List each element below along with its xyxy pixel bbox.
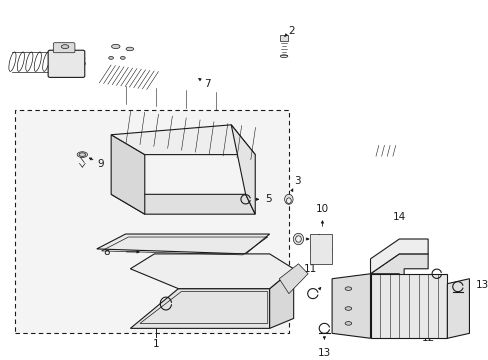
Polygon shape [370,254,427,284]
Text: 15: 15 [435,293,448,303]
Ellipse shape [286,198,291,203]
FancyBboxPatch shape [53,43,75,53]
Polygon shape [130,289,269,328]
Polygon shape [370,239,427,274]
Polygon shape [331,274,370,338]
Text: 5: 5 [264,194,271,204]
FancyBboxPatch shape [280,35,287,41]
Text: 13: 13 [475,280,488,290]
Text: 14: 14 [392,212,405,222]
Polygon shape [269,269,293,328]
Bar [15,110,288,333]
Text: 7: 7 [203,78,210,89]
Text: 16: 16 [74,58,87,68]
FancyBboxPatch shape [48,50,84,77]
Ellipse shape [79,153,85,156]
Polygon shape [309,234,331,264]
Ellipse shape [295,236,301,242]
Polygon shape [130,254,293,289]
Text: 12: 12 [421,333,434,343]
Text: 3: 3 [293,176,300,186]
Ellipse shape [293,233,303,245]
Ellipse shape [280,55,287,58]
Ellipse shape [126,47,133,51]
Text: 4: 4 [314,234,321,244]
Text: 9: 9 [98,158,104,168]
Polygon shape [231,125,255,214]
Ellipse shape [108,57,113,59]
Polygon shape [97,234,269,254]
Ellipse shape [61,45,69,49]
Polygon shape [111,135,144,214]
Polygon shape [111,125,255,154]
Ellipse shape [284,194,292,204]
Ellipse shape [77,152,87,157]
Ellipse shape [345,321,351,325]
Text: 6: 6 [208,298,215,309]
Text: 13: 13 [317,348,330,358]
Ellipse shape [111,44,120,49]
Text: 5: 5 [188,298,195,309]
Ellipse shape [120,57,125,59]
Text: 11: 11 [303,264,316,274]
Text: 8: 8 [103,247,109,257]
Ellipse shape [345,307,351,310]
Polygon shape [447,279,468,338]
Ellipse shape [345,287,351,291]
Polygon shape [279,264,307,294]
Text: 1: 1 [152,339,159,349]
Polygon shape [111,194,255,214]
Polygon shape [370,274,447,338]
Text: 10: 10 [315,204,328,214]
Text: 2: 2 [287,26,294,36]
